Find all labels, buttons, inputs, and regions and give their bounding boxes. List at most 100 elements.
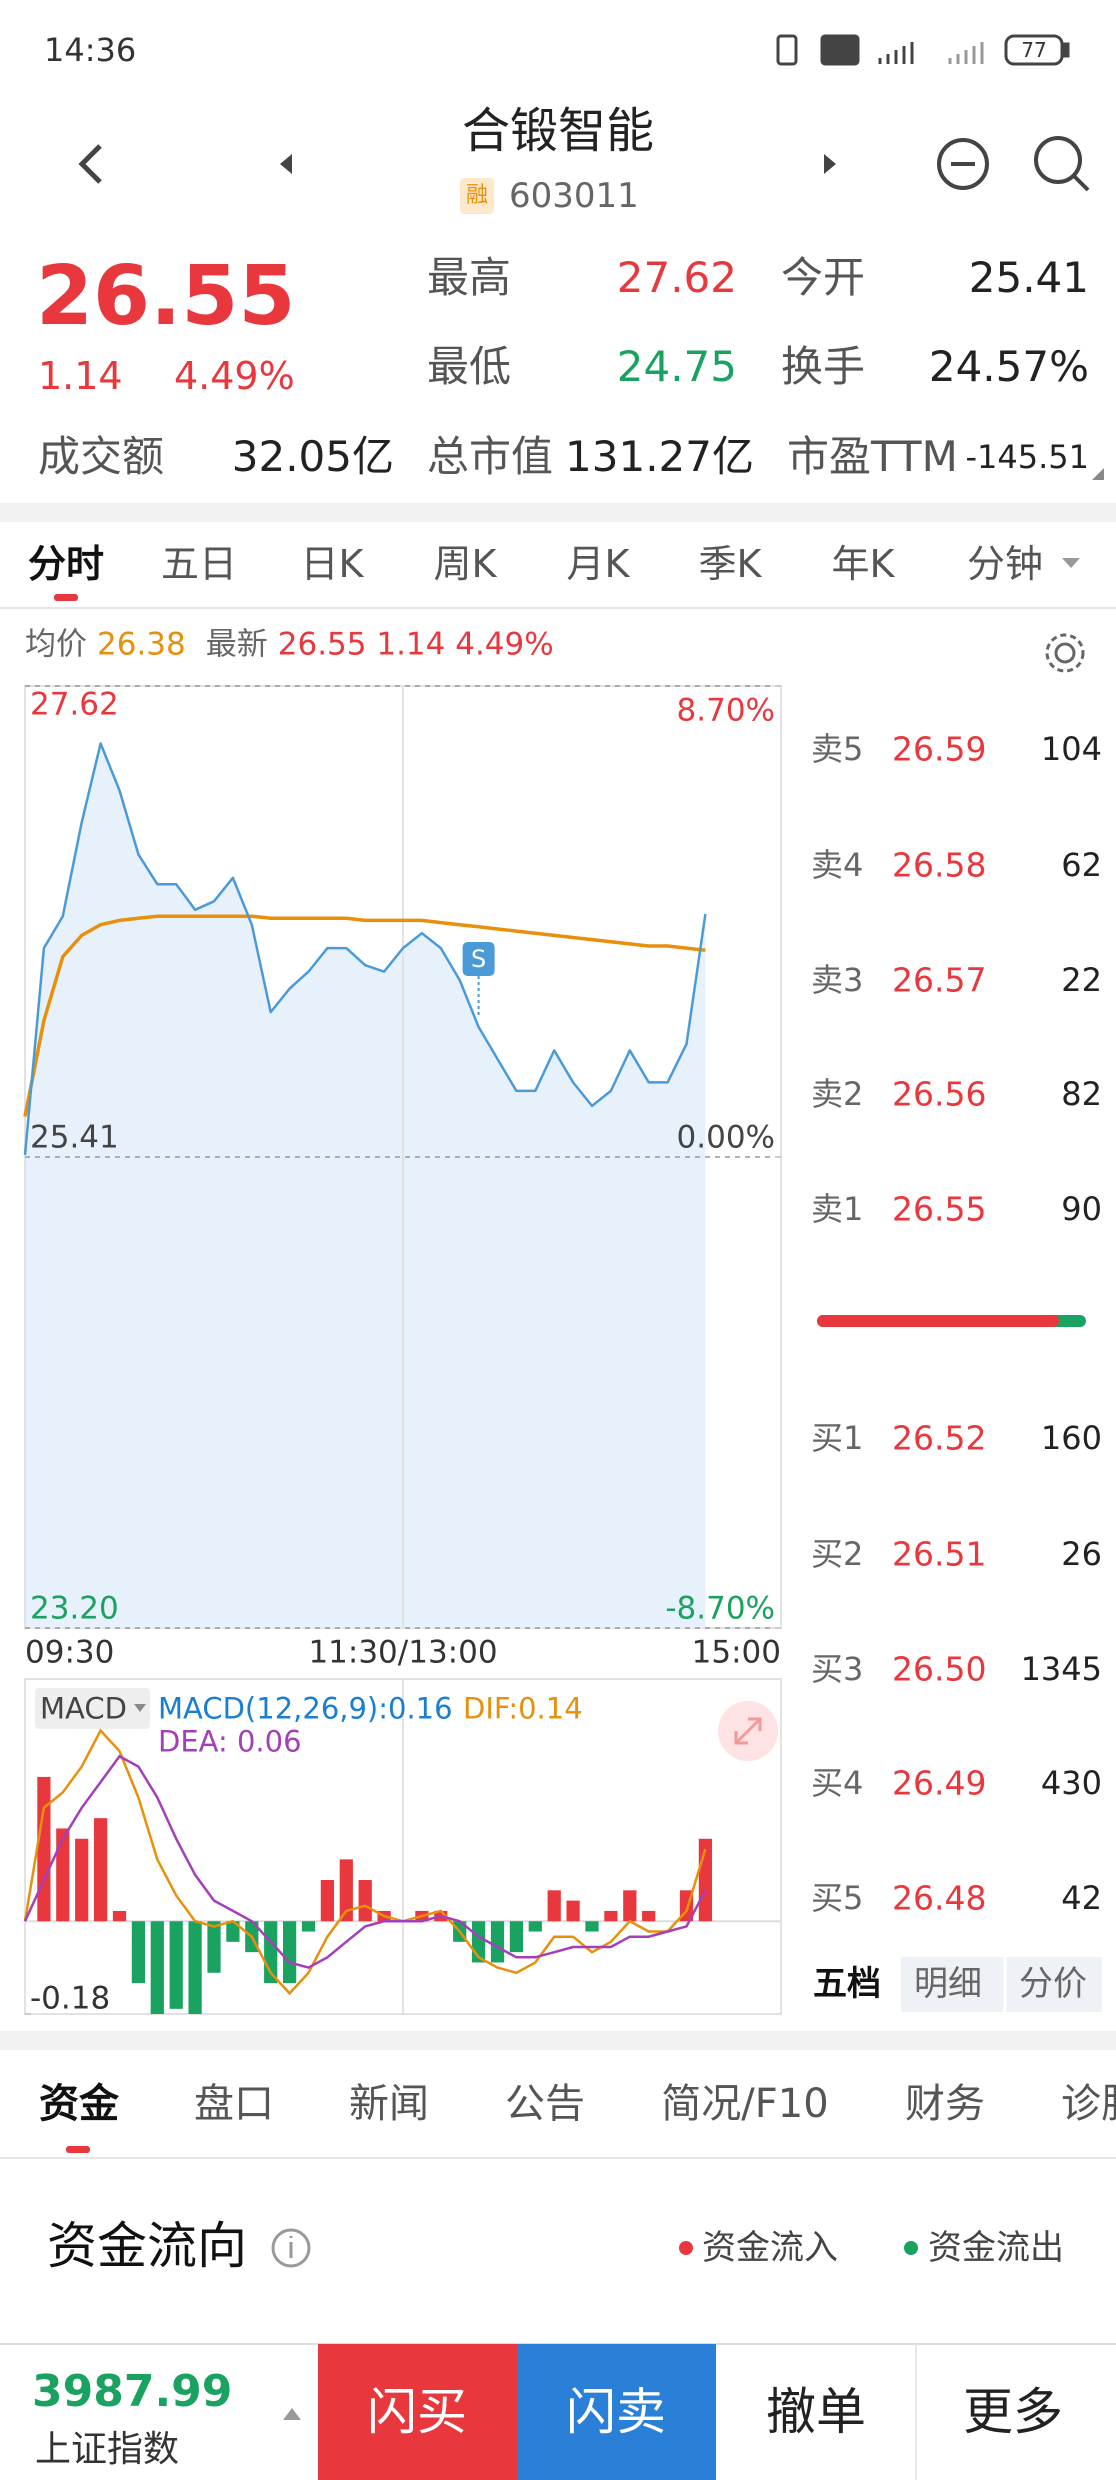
legend-name: 最新 — [205, 626, 268, 663]
book-price: 26.51 — [892, 1534, 987, 1574]
macd-bar — [623, 1890, 637, 1922]
dropdown-arrow — [134, 1704, 146, 1712]
next-stock[interactable] — [824, 154, 836, 174]
book-volume: 1345 — [1020, 1650, 1102, 1688]
stock-name: 合锻智能 — [461, 103, 655, 159]
chart-tab[interactable]: 月K — [566, 542, 630, 586]
action-button[interactable]: 更多 — [963, 2383, 1063, 2441]
macd-bar — [509, 1921, 524, 1953]
price-line — [23, 742, 707, 1156]
chart-tab[interactable]: 日K — [300, 542, 364, 586]
prev-stock[interactable] — [280, 154, 292, 174]
expand-arrow[interactable] — [283, 2408, 301, 2420]
macd-legend: DEA: 0.06 — [158, 1724, 302, 1759]
macd-bar — [301, 1921, 316, 1932]
chart-tab[interactable]: 分时 — [27, 542, 105, 586]
macd-line — [23, 1754, 707, 1969]
info-tab[interactable]: 诊股 — [1061, 2081, 1116, 2127]
book-volume: 82 — [1061, 1075, 1102, 1113]
macd-bar — [490, 1921, 505, 1963]
macd-bar — [585, 1921, 599, 1932]
balance-buy — [817, 1315, 1060, 1327]
action-button[interactable]: 撤单 — [766, 2383, 866, 2441]
book-label: 卖2 — [811, 1075, 864, 1113]
x-tick-label: 11:30/13:00 — [308, 1635, 497, 1671]
macd-bar — [642, 1910, 656, 1922]
book-tab[interactable]: 明细 — [914, 1964, 982, 2004]
trade-marker — [462, 941, 495, 976]
book-price: 26.58 — [892, 845, 987, 885]
book-price: 26.52 — [892, 1418, 987, 1458]
info-tab[interactable]: 财务 — [905, 2081, 985, 2127]
back-button[interactable] — [78, 144, 102, 184]
price-area — [25, 743, 706, 1628]
stat-value: 131.27亿 — [565, 432, 754, 481]
action-button[interactable]: 闪卖 — [566, 2383, 666, 2441]
stat-label: 成交额 — [38, 432, 165, 481]
book-price: 26.57 — [892, 960, 987, 1000]
y-tick-label: 23.20 — [30, 1591, 119, 1627]
stat-label: 市盈TTM — [787, 432, 958, 481]
book-volume: 90 — [1061, 1190, 1102, 1228]
info-icon[interactable] — [271, 2228, 311, 2268]
stat-value: 24.75 — [616, 342, 737, 391]
remove-watch[interactable] — [937, 138, 989, 190]
y2-tick-label: 8.70% — [677, 693, 775, 729]
book-price: 26.55 — [892, 1189, 987, 1229]
book-label: 买1 — [811, 1419, 864, 1457]
index-value: 3987.99 — [32, 2366, 233, 2417]
settings-icon[interactable] — [1045, 633, 1085, 673]
book-tab[interactable]: 分价 — [1019, 1964, 1087, 2004]
indicator-name[interactable]: MACD — [40, 1691, 127, 1726]
book-volume: 22 — [1061, 961, 1102, 999]
index-name: 上证指数 — [35, 2429, 180, 2470]
info-tab[interactable]: 公告 — [505, 2081, 585, 2127]
x-tick-label: 09:30 — [25, 1635, 114, 1671]
stat-value: 32.05亿 — [231, 432, 394, 481]
macd-bar — [339, 1859, 353, 1922]
expand-button[interactable] — [718, 1701, 778, 1761]
tab-underline — [66, 2146, 90, 2153]
chart-tab[interactable]: 周K — [433, 542, 497, 586]
tab-underline — [54, 594, 78, 601]
indicator-button[interactable] — [35, 1688, 150, 1729]
book-label: 买4 — [811, 1764, 864, 1802]
search-button[interactable] — [1034, 136, 1090, 192]
y2-tick-label: 0.00% — [677, 1120, 775, 1156]
price-change: 1.14 — [38, 354, 123, 398]
dropdown-arrow[interactable] — [1062, 558, 1080, 568]
book-label: 卖1 — [811, 1190, 864, 1228]
chart-tab[interactable]: 五日 — [160, 542, 238, 586]
macd-bar — [188, 1921, 202, 2014]
macd-bar — [93, 1818, 108, 1922]
badge-bg — [460, 178, 494, 214]
info-tab[interactable]: 盘口 — [194, 2081, 274, 2127]
book-label: 卖4 — [811, 846, 864, 884]
macd-line — [23, 1728, 707, 1996]
macd-bar — [528, 1921, 542, 1932]
y-tick-label: 27.62 — [30, 687, 119, 723]
macd-legend: MACD(12,26,9):0.16 — [158, 1691, 453, 1726]
stat-value: -145.51 — [965, 438, 1089, 476]
book-tab[interactable]: 五档 — [813, 1964, 881, 2004]
info-tab[interactable]: 资金 — [39, 2081, 119, 2127]
y2-tick-label: -8.70% — [665, 1591, 775, 1627]
stat-label: 最高 — [427, 253, 512, 302]
macd-bar — [282, 1921, 297, 1984]
macd-bar — [226, 1921, 240, 1942]
chart-tab[interactable]: 年K — [831, 542, 895, 586]
macd-bar — [169, 1921, 183, 2009]
macd-bar — [37, 1776, 51, 1922]
chart-tab[interactable]: 分钟 — [966, 542, 1044, 586]
info-tab[interactable]: 新闻 — [349, 2081, 429, 2127]
macd-bar — [112, 1910, 127, 1922]
info-tab[interactable]: 简况/F10 — [661, 2081, 829, 2127]
legend-inflow: 资金流入 — [702, 2228, 838, 2268]
action-button[interactable]: 闪买 — [367, 2383, 467, 2441]
stock-code: 603011 — [509, 176, 639, 216]
chart-tab[interactable]: 季K — [698, 542, 762, 586]
status-time: 14:36 — [44, 31, 137, 69]
margin-badge: 融 — [465, 183, 489, 208]
stat-value: 25.41 — [968, 253, 1089, 302]
